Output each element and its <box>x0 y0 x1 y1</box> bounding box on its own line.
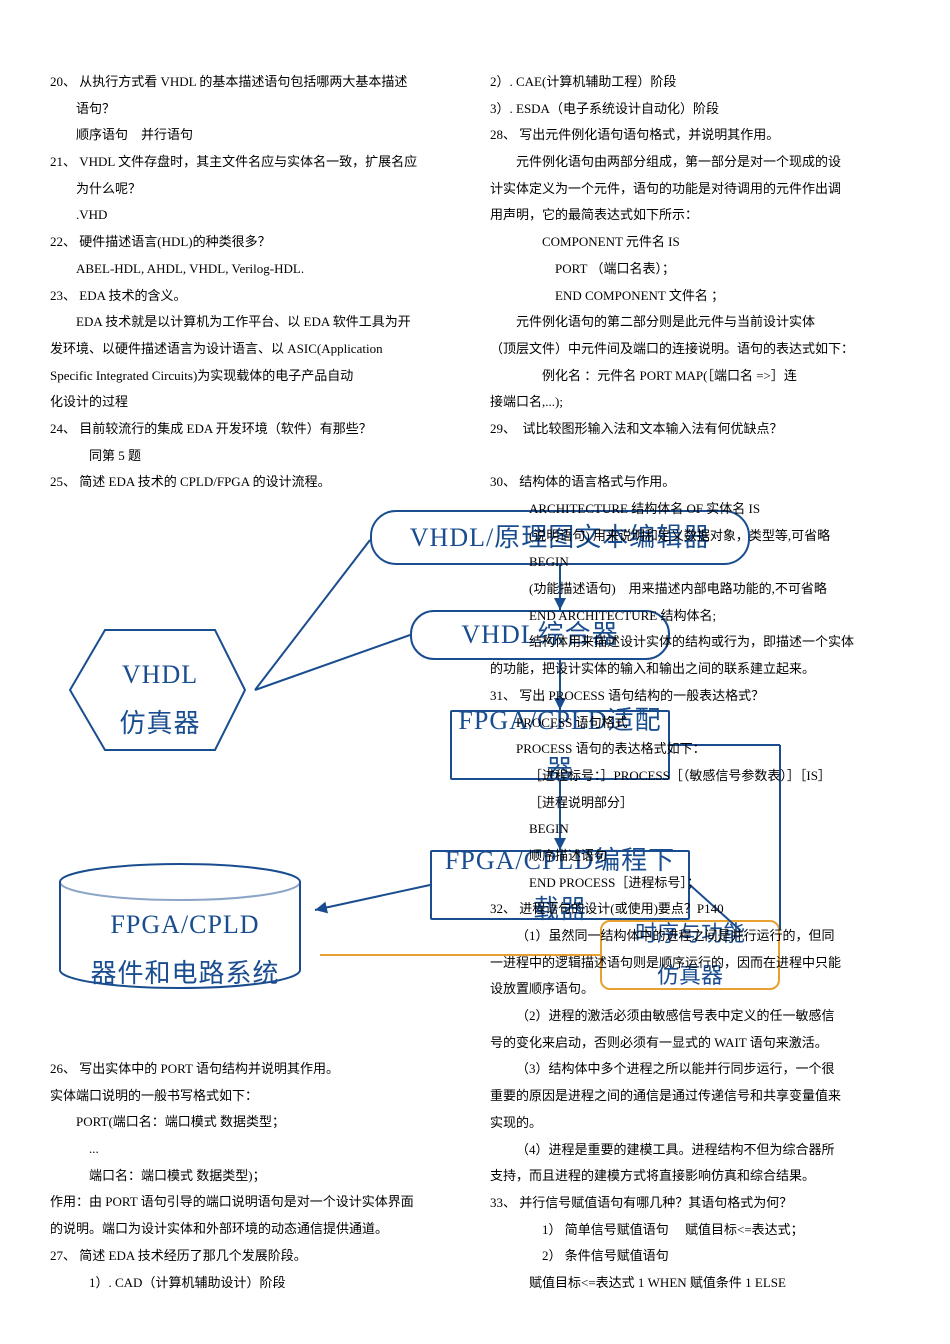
q20: 20、 从执行方式看 VHDL 的基本描述语句包括哪两大基本描述 <box>50 70 460 95</box>
a30f2: 的功能，把设计实体的输入和输出之间的联系建立起来。 <box>490 657 900 682</box>
two-column-layout: 20、 从执行方式看 VHDL 的基本描述语句包括哪两大基本描述 语句？ 顺序语… <box>50 70 900 1300</box>
q21b: 为什么呢？ <box>50 177 460 202</box>
diagram-spacer <box>50 497 460 1057</box>
a30f: 结构体用来描述设计实体的结构或行为，即描述一个实体 <box>490 630 900 655</box>
a30d: (功能描述语句) 用来描述内部电路功能的,不可省略 <box>490 577 900 602</box>
a32a3: 设放置顺序语句。 <box>490 977 900 1002</box>
a30a: ARCHITECTURE 结构体名 OF 实体名 IS <box>490 497 900 522</box>
q24: 24、 目前较流行的集成 EDA 开发环境（软件）有那些？ <box>50 417 460 442</box>
a32d: （4）进程是重要的建模工具。进程结构不但为综合器所 <box>490 1138 900 1163</box>
a23b: 发环境、以硬件描述语言为设计语言、以 ASIC(Application <box>50 337 460 362</box>
a31g: END PROCESS［进程标号］； <box>490 871 900 896</box>
a28f2: 接端口名,...); <box>490 390 900 415</box>
a32a: （1）虽然同一结构体中的进程之间是并行运行的，但同 <box>490 924 900 949</box>
a21: .VHD <box>50 203 460 228</box>
q23: 23、 EDA 技术的含义。 <box>50 284 460 309</box>
a26a: 实体端口说明的一般书写格式如下： <box>50 1084 460 1109</box>
a28e2: （顶层文件）中元件间及端口的连接说明。语句的表达式如下： <box>490 337 900 362</box>
a24: 同第 5 题 <box>50 444 460 469</box>
a32c: （3）结构体中多个进程之所以能并行同步运行，一个很 <box>490 1057 900 1082</box>
q31: 31、 写出 PROCESS 语句结构的一般表达格式？ <box>490 684 900 709</box>
q28: 28、 写出元件例化语句语句格式，并说明其作用。 <box>490 123 900 148</box>
q20b: 语句？ <box>50 97 460 122</box>
a26e: 作用：由 PORT 语句引导的端口说明语句是对一个设计实体界面 <box>50 1190 460 1215</box>
a31c: ［进程标号：］PROCESS［（敏感信号参数表）］［IS］ <box>490 764 900 789</box>
a32b2: 号的变化来启动，否则必须有一显式的 WAIT 语句来激活。 <box>490 1031 900 1056</box>
q22: 22、 硬件描述语言(HDL)的种类很多？ <box>50 230 460 255</box>
a30b: (说明语句) 用来说明和定义数据对象，类型等,可省略 <box>490 524 900 549</box>
a28a3: 用声明，它的最简表达式如下所示： <box>490 203 900 228</box>
a23d: 化设计的过程 <box>50 390 460 415</box>
q33: 33、 并行信号赋值语句有哪几种？其语句格式为何？ <box>490 1191 900 1216</box>
a23c: Specific Integrated Circuits)为实现载体的电子产品自… <box>50 364 460 389</box>
a33c: 赋值目标<=表达式 1 WHEN 赋值条件 1 ELSE <box>490 1271 900 1296</box>
a31e: BEGIN <box>490 817 900 842</box>
a28a: 元件例化语句由两部分组成，第一部分是对一个现成的设 <box>490 150 900 175</box>
a26b: PORT(端口名：端口模式 数据类型； <box>50 1110 460 1135</box>
q27: 27、 简述 EDA 技术经历了那几个发展阶段。 <box>50 1244 460 1269</box>
a32a2: 一进程中的逻辑描述语句则是顺序运行的，因而在进程中只能 <box>490 951 900 976</box>
blank29 <box>490 444 900 469</box>
a32c3: 实现的。 <box>490 1111 900 1136</box>
a32d2: 支持，而且进程的建模方式将直接影响仿真和综合结果。 <box>490 1164 900 1189</box>
a33d: 表达式 2 WHEN 赋值条件 2 ELSE <box>930 70 950 95</box>
a28b: COMPONENT 元件名 IS <box>490 230 900 255</box>
q21: 21、 VHDL 文件存盘时，其主文件名应与实体名一致，扩展名应 <box>50 150 460 175</box>
a32b: （2）进程的激活必须由敏感信号表中定义的任一敏感信 <box>490 1004 900 1029</box>
a28c: PORT （端口名表）； <box>490 257 900 282</box>
a28a2: 计实体定义为一个元件，语句的功能是对待调用的元件作出调 <box>490 177 900 202</box>
q26: 26、 写出实体中的 PORT 语句结构并说明其作用。 <box>50 1057 460 1082</box>
a30e: END ARCHITECTURE 结构体名; <box>490 604 900 629</box>
a33e: ... <box>930 97 950 122</box>
q25: 25、 简述 EDA 技术的 CPLD/FPGA 的设计流程。 <box>50 470 460 495</box>
a28f: 例化名 ：元件名 PORT MAP(［端口名 =>］连 <box>490 364 900 389</box>
a33a: 1） 简单信号赋值语句 赋值目标<=表达式； <box>490 1218 900 1243</box>
a27b: 2）. CAE(计算机辅助工程）阶段 <box>490 70 900 95</box>
a26d: 端口名：端口模式 数据类型)； <box>50 1164 460 1189</box>
a26e2: 的说明。端口为设计实体和外部环境的动态通信提供通道。 <box>50 1217 460 1242</box>
a32c2: 重要的原因是进程之间的通信是通过传递信号和共享变量值来 <box>490 1084 900 1109</box>
q32: 32、 进程语句的设计(或使用)要点？P140 <box>490 897 900 922</box>
a31d: ［进程说明部分］ <box>490 791 900 816</box>
a27a: 1）. CAD（计算机辅助设计）阶段 <box>50 1271 460 1296</box>
q29: 29、 试比较图形输入法和文本输入法有何优缺点？ <box>490 417 900 442</box>
a31f: 顺序描述语句 <box>490 844 900 869</box>
a22: ABEL-HDL, AHDL, VHDL, Verilog-HDL. <box>50 257 460 282</box>
a31b: PROCESS 语句的表达格式如下： <box>490 737 900 762</box>
a28e: 元件例化语句的第二部分则是此元件与当前设计实体 <box>490 310 900 335</box>
a23: EDA 技术就是以计算机为工作平台、以 EDA 软件工具为开 <box>50 310 460 335</box>
a26c: ... <box>50 1137 460 1162</box>
a28d: END COMPONENT 文件名 ； <box>490 284 900 309</box>
a33b: 2） 条件信号赋值语句 <box>490 1244 900 1269</box>
q30: 30、 结构体的语言格式与作用。 <box>490 470 900 495</box>
a31a: PROCESS 语句格式 <box>490 711 900 736</box>
a30c: BEGIN <box>490 550 900 575</box>
a27c: 3）. ESDA（电子系统设计自动化）阶段 <box>490 97 900 122</box>
a20: 顺序语句 并行语句 <box>50 123 460 148</box>
